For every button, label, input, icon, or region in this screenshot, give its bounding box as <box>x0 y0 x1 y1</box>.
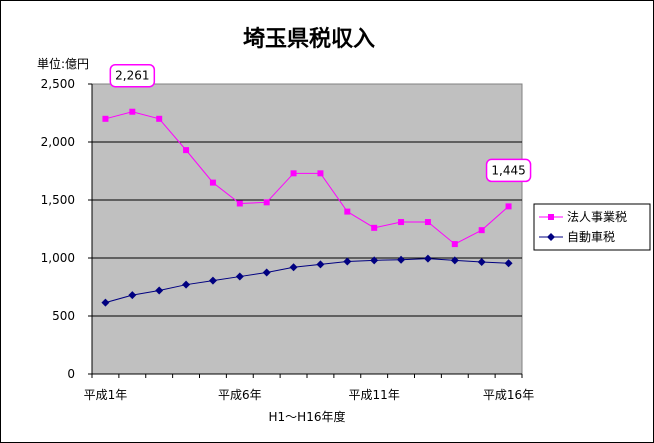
data-point <box>182 280 191 289</box>
data-label: 2,261 <box>115 69 149 83</box>
legend-box <box>533 203 651 251</box>
data-point <box>478 227 485 234</box>
data-point <box>344 208 351 215</box>
data-point <box>263 199 270 206</box>
data-point <box>183 147 190 154</box>
data-point <box>128 291 137 300</box>
data-label: 1,445 <box>491 163 525 177</box>
data-point <box>505 203 512 210</box>
data-point <box>208 276 217 285</box>
legend-marker <box>547 233 555 241</box>
data-point <box>289 263 298 272</box>
data-point <box>343 257 352 266</box>
data-point <box>101 298 110 307</box>
y-tick-label: 0 <box>67 367 75 381</box>
legend-label: 自動車税 <box>567 230 615 244</box>
y-tick-label: 2,500 <box>41 77 75 91</box>
x-tick-label: 平成16年 <box>483 388 534 402</box>
data-point <box>209 179 216 186</box>
data-point <box>450 256 459 265</box>
data-point <box>156 115 163 122</box>
data-point <box>424 219 431 226</box>
data-label-box <box>485 158 532 183</box>
plot-area <box>91 83 523 375</box>
y-tick-label: 500 <box>52 309 75 323</box>
chart-title: 埼玉県税収入 <box>243 26 375 52</box>
data-label-box <box>109 63 156 88</box>
y-axis: 0 500 1,000 1,500 2,000 2,500 <box>41 77 93 381</box>
x-tick-label: 平成6年 <box>218 388 262 402</box>
data-point <box>477 258 486 267</box>
data-point <box>235 272 244 281</box>
y-tick-label: 1,500 <box>41 193 75 207</box>
data-point <box>371 224 378 231</box>
data-point <box>504 259 513 268</box>
data-point <box>290 170 297 177</box>
callouts: 2,261 1,445 <box>109 63 532 183</box>
legend-marker <box>548 214 554 220</box>
y-tick-label: 1,000 <box>41 251 75 265</box>
data-point <box>236 200 243 207</box>
x-tick-label: 平成1年 <box>84 388 128 402</box>
series-line <box>105 111 509 245</box>
data-point <box>451 241 458 248</box>
data-point <box>102 115 109 122</box>
data-point <box>317 170 324 177</box>
data-point <box>398 219 405 226</box>
data-point <box>370 256 379 265</box>
data-point <box>397 255 406 264</box>
data-point <box>129 108 136 115</box>
unit-label: 単位:億円 <box>37 56 89 71</box>
data-point <box>262 268 271 277</box>
x-axis: 平成1年 平成6年 平成11年 平成16年 <box>84 373 534 402</box>
series-layer <box>101 108 513 307</box>
series-line <box>105 258 509 304</box>
data-point <box>155 286 164 295</box>
y-tick-label: 2,000 <box>41 135 75 149</box>
legend-label: 法人事業税 <box>567 210 627 224</box>
data-point <box>316 260 325 269</box>
x-tick-label: 平成11年 <box>349 388 400 402</box>
gridlines <box>92 141 522 317</box>
x-axis-label: H1～H16年度 <box>269 409 346 424</box>
